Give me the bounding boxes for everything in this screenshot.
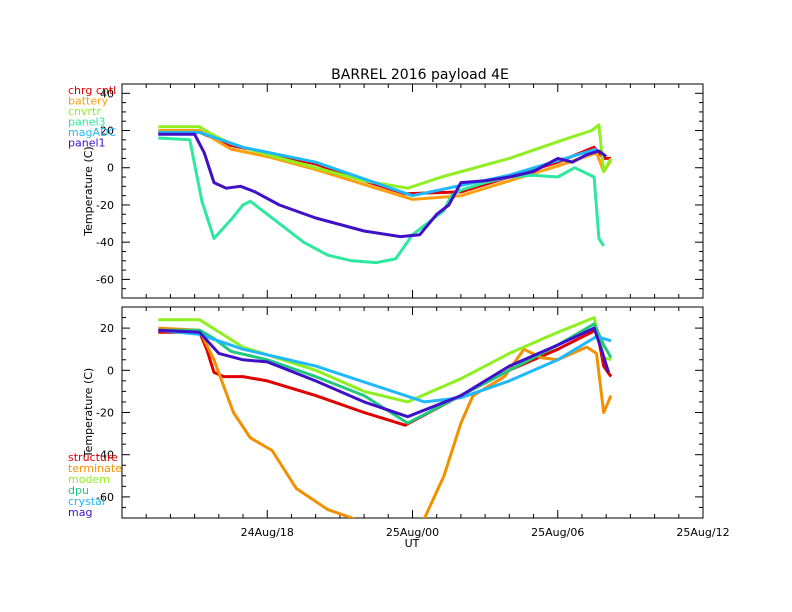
y-tick-label: -40 — [96, 236, 114, 249]
x-tick-label: 25Aug/12 — [676, 526, 729, 539]
series-line-structure — [158, 326, 613, 427]
legend-entry: modem — [68, 473, 110, 486]
y-tick-label: 20 — [100, 322, 114, 335]
y-tick-label: -20 — [96, 199, 114, 212]
y-axis-label: Temperature (C) — [82, 146, 95, 236]
chart-title: BARREL 2016 payload 4E — [331, 67, 509, 83]
y-tick-label: -60 — [96, 273, 114, 286]
legend-entry: panel3 — [68, 116, 106, 129]
x-tick-label: 24Aug/18 — [241, 526, 294, 539]
y-tick-label: 0 — [107, 364, 114, 377]
y-tick-label: 0 — [107, 162, 114, 175]
legend-entry: dpu — [68, 484, 89, 497]
panel-top: -60 -40 -20 0 20 40 Temperature (C) chrg cntlba… — [68, 83, 704, 299]
series-line-panel3 — [158, 136, 605, 265]
y-tick-label: -60 — [96, 491, 114, 504]
y-tick-label: 20 — [100, 125, 114, 138]
series-line-cnvrtr — [158, 123, 613, 190]
legend-entry: panel1 — [68, 137, 106, 150]
legend-entry: mag — [68, 506, 92, 519]
x-axis-label: UT — [405, 537, 420, 550]
series-line-terminate — [158, 326, 613, 518]
series-line-mag — [158, 326, 611, 419]
legend-entry: battery — [68, 95, 109, 108]
legend-entry: crystal — [68, 495, 105, 508]
legend-entry: magADC — [68, 126, 116, 139]
y-tick-label: -40 — [96, 449, 114, 462]
x-tick-label: 25Aug/00 — [386, 526, 439, 539]
legend-entry: cnvrtr — [68, 105, 101, 118]
legend-entry: structure — [68, 451, 118, 464]
plot-frame-top — [121, 83, 704, 299]
x-tick-label: 25Aug/06 — [531, 526, 584, 539]
series-line-crystal — [158, 328, 612, 404]
series-line-panel1 — [158, 132, 608, 239]
series-line-magadc — [158, 130, 597, 198]
y-tick-label: 40 — [100, 87, 114, 100]
panel-bottom: -60 -40 -20 0 20 Temperature (C)structureterm… — [68, 306, 704, 519]
legend-entry: chrg cntl — [68, 84, 116, 97]
y-axis-label: Temperature (C) — [82, 368, 95, 458]
y-tick-label: -20 — [96, 407, 114, 420]
legend-entry: terminate — [68, 462, 122, 475]
